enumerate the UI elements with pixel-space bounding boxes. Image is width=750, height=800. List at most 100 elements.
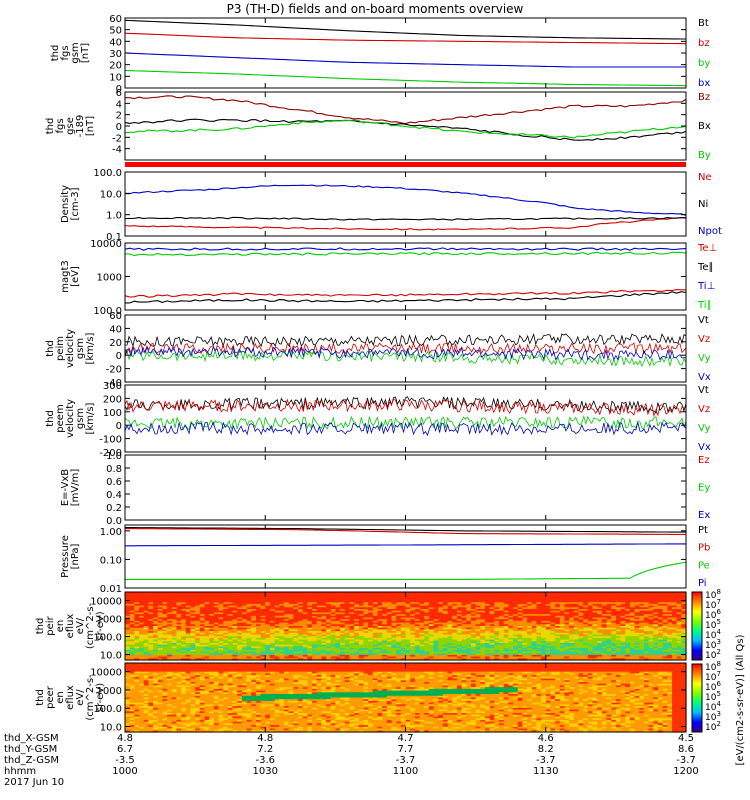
spectrogram-cell xyxy=(671,641,678,644)
spectrogram-cell xyxy=(382,620,388,624)
spectrogram-cell xyxy=(223,597,229,600)
spectrogram-cell xyxy=(583,607,589,610)
spectrogram-cell xyxy=(246,592,252,595)
spectrogram-cell xyxy=(246,643,252,646)
spectrogram-cell xyxy=(466,648,472,651)
spectrogram-cell xyxy=(625,636,631,639)
spectrogram-cell xyxy=(241,610,248,613)
spectrogram-cell xyxy=(555,614,561,617)
spectrogram-cell xyxy=(358,637,365,641)
spectrogram-cell xyxy=(484,648,491,651)
spectrogram-cell xyxy=(583,641,589,644)
spectrogram-cell xyxy=(382,615,388,619)
spectrogram-cell xyxy=(648,624,654,627)
spectrogram-cell xyxy=(615,593,622,596)
spectrogram-cell xyxy=(209,646,215,649)
spectrogram-cell xyxy=(400,649,407,653)
spectrogram-cell xyxy=(153,609,159,612)
spectrogram-cell xyxy=(573,602,580,605)
spectrogram-cell xyxy=(372,649,379,653)
spectrogram-cell xyxy=(316,615,322,619)
spectrogram-cell xyxy=(386,617,393,620)
spectrogram-cell xyxy=(559,639,566,642)
spectrogram-cell xyxy=(279,632,285,636)
spectrogram-cell xyxy=(489,639,495,642)
spectrogram-cell xyxy=(213,636,220,639)
spectrogram-cell xyxy=(545,605,552,608)
spectrogram-cell xyxy=(541,624,547,627)
spectrogram-cell xyxy=(414,639,421,642)
spectrogram-cell xyxy=(578,631,584,634)
spectrogram-cell xyxy=(676,614,682,617)
spectrogram-cell xyxy=(541,627,547,630)
spectrogram-cell xyxy=(461,644,467,647)
spectrogram-cell xyxy=(382,609,388,612)
spectrogram-cell xyxy=(227,609,234,612)
spectrogram-cell xyxy=(344,639,350,642)
spectrogram-cell xyxy=(499,615,505,619)
spectrogram-cell xyxy=(363,622,369,625)
spectrogram-cell xyxy=(181,602,187,605)
spectrogram-cell xyxy=(241,624,248,627)
spectrogram-cell xyxy=(288,602,294,605)
spectrogram-cell xyxy=(583,632,589,636)
spectrogram-cell xyxy=(260,624,266,627)
spectrogram-cell xyxy=(433,648,439,651)
spectrogram-cell xyxy=(171,598,178,602)
spectrogram-cell xyxy=(625,617,631,620)
spectrogram-cell xyxy=(667,639,673,642)
spectrogram-cell xyxy=(326,644,332,647)
spectrogram-cell xyxy=(503,598,509,602)
spectrogram-cell xyxy=(157,648,163,651)
spectrogram-cell xyxy=(671,614,678,617)
spectrogram-cell xyxy=(681,627,687,630)
spectrogram-cell xyxy=(424,597,430,600)
spectrogram-cell xyxy=(447,646,453,649)
spectrogram-cell xyxy=(601,603,608,607)
spectrogram-cell xyxy=(447,595,453,598)
spectrogram-cell xyxy=(162,639,168,642)
spectrogram-cell xyxy=(139,603,145,607)
spectrogram-cell xyxy=(134,620,140,624)
spectrogram-cell xyxy=(657,646,664,649)
spectrogram-cell xyxy=(550,605,556,608)
spectrogram-cell xyxy=(372,627,379,630)
spectrogram-cell xyxy=(129,631,135,634)
spectrogram-cell xyxy=(321,610,327,613)
spectrogram-cell xyxy=(438,624,444,627)
spectrogram-cell xyxy=(223,607,229,610)
y-tick-label: 1.0 xyxy=(106,211,122,222)
spectrogram-cell xyxy=(456,603,463,607)
spectrogram-cell xyxy=(372,592,379,595)
spectrogram-cell xyxy=(349,643,355,646)
spectrogram-cell xyxy=(555,636,561,639)
spectrogram-cell xyxy=(405,602,411,605)
spectrogram-cell xyxy=(597,603,603,607)
spectrogram-cell xyxy=(209,620,215,624)
spectrogram-cell xyxy=(559,607,566,610)
spectrogram-cell xyxy=(344,614,350,617)
spectrogram-cell xyxy=(167,643,173,646)
spectrogram-cell xyxy=(302,620,308,624)
spectrogram-cell xyxy=(611,641,617,644)
spectrogram-cell xyxy=(330,632,336,636)
spectrogram-cell xyxy=(143,632,149,636)
spectrogram-cell xyxy=(653,649,659,653)
spectrogram-cell xyxy=(307,622,313,625)
spectrogram-cell xyxy=(358,626,365,629)
spectrogram-cell xyxy=(648,648,654,651)
spectrogram-cell xyxy=(227,648,234,651)
spectrogram-cell xyxy=(265,651,271,654)
spectrogram-cell xyxy=(643,603,650,607)
spectrogram-cell xyxy=(396,622,402,625)
spectrogram-cell xyxy=(195,593,201,596)
spectrogram-cell xyxy=(185,632,192,636)
spectrogram-cell xyxy=(639,632,645,636)
spectrogram-cell xyxy=(424,620,430,624)
spectrogram-cell xyxy=(428,605,435,608)
spectrogram-cell xyxy=(629,609,636,612)
spectrogram-cell xyxy=(372,612,379,615)
spectrogram-cell xyxy=(527,598,533,602)
spectrogram-cell xyxy=(195,609,201,612)
spectrogram-cell xyxy=(204,615,210,619)
